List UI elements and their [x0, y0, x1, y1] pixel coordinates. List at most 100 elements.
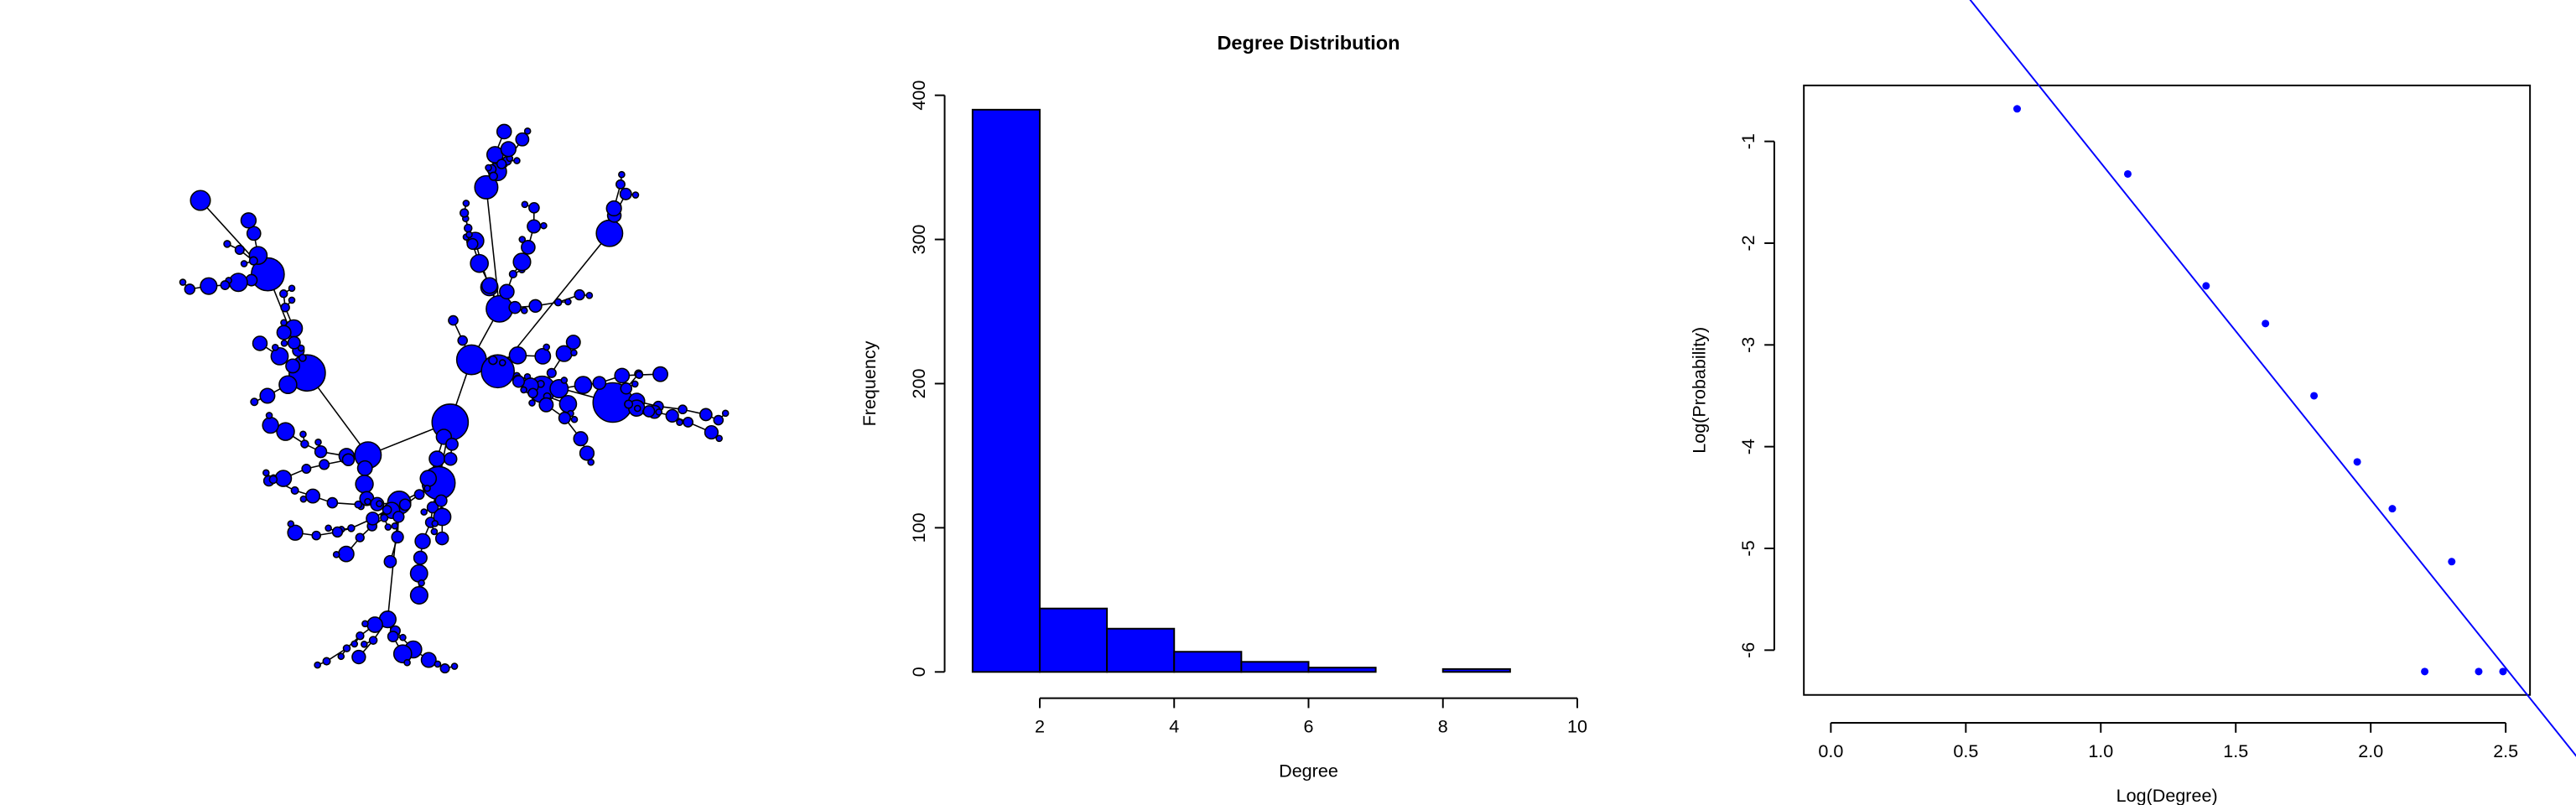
network-node — [399, 633, 407, 641]
histogram-bar — [1307, 667, 1377, 673]
network-node — [265, 412, 273, 419]
network-node — [631, 191, 640, 199]
network-node — [439, 663, 450, 674]
x-tick-label: 2 — [1035, 716, 1045, 737]
network-node — [271, 344, 279, 351]
network-node — [518, 236, 527, 243]
histogram-bar — [1240, 661, 1310, 673]
network-node — [326, 496, 339, 509]
network-node — [534, 347, 552, 365]
x-tick-label: 8 — [1438, 716, 1448, 737]
network-node — [285, 358, 301, 374]
y-tick-label: 0 — [908, 667, 929, 677]
network-node — [299, 495, 308, 503]
network-node — [457, 335, 468, 346]
network-node — [383, 554, 397, 569]
histogram-bar — [1038, 607, 1109, 673]
network-node — [398, 498, 412, 512]
network-node — [618, 170, 626, 179]
network-node — [366, 616, 383, 633]
network-node — [355, 475, 374, 494]
network-node — [704, 424, 719, 440]
network-node — [420, 652, 437, 668]
plot-box — [1803, 84, 2532, 696]
network-node — [392, 511, 405, 523]
network-node — [699, 408, 713, 422]
network-node — [190, 190, 211, 211]
network-node — [434, 531, 449, 546]
network-node — [413, 489, 425, 501]
network-node — [305, 488, 321, 504]
network-node — [376, 500, 383, 507]
network-node — [184, 283, 196, 295]
network-node — [288, 284, 296, 293]
network-node — [466, 237, 479, 251]
network-node — [220, 280, 231, 290]
network-node — [620, 382, 633, 395]
network-node — [512, 252, 532, 272]
network-node — [250, 397, 259, 407]
network-node — [420, 508, 428, 516]
network-node — [240, 212, 257, 229]
network-node — [391, 530, 404, 544]
network-node — [463, 223, 473, 233]
y-tick-label: -4 — [1737, 439, 1758, 454]
data-point — [2353, 458, 2361, 466]
network-node — [434, 494, 448, 507]
network-node — [392, 644, 413, 664]
network-node — [356, 460, 373, 476]
network-node — [633, 404, 641, 413]
network-node — [585, 292, 594, 299]
network-node — [262, 416, 279, 434]
network-node — [498, 359, 506, 366]
histogram-bar — [971, 108, 1041, 673]
network-node — [297, 344, 305, 352]
network-node — [470, 253, 489, 273]
network-node — [560, 377, 569, 384]
x-tick-label: 6 — [1303, 716, 1313, 737]
network-node — [445, 437, 459, 451]
network-node — [433, 507, 452, 527]
histogram-bar — [1106, 627, 1176, 673]
network-node — [570, 349, 578, 357]
network-node — [546, 367, 557, 378]
network-node — [595, 219, 624, 247]
network-node — [558, 394, 578, 413]
network-node — [200, 277, 218, 295]
y-tick-label: -1 — [1737, 133, 1758, 149]
x-tick-label: 4 — [1169, 716, 1179, 737]
network-node — [652, 366, 668, 382]
network-node — [715, 434, 723, 443]
x-tick-label: 0.5 — [1953, 740, 1978, 761]
network-node — [259, 387, 276, 404]
data-point — [2421, 667, 2429, 676]
network-node — [513, 157, 521, 164]
network-node — [540, 221, 548, 230]
network-node — [558, 411, 571, 425]
network-node — [287, 335, 301, 350]
x-tick-label: 2.5 — [2493, 740, 2518, 761]
network-node — [409, 564, 428, 583]
network-node — [527, 219, 542, 234]
network-node — [592, 376, 607, 391]
network-node — [642, 405, 656, 418]
y-tick-label: -5 — [1737, 540, 1758, 556]
network-node — [274, 470, 293, 487]
network-node — [314, 439, 322, 446]
data-point — [2499, 667, 2507, 676]
network-node — [496, 123, 512, 140]
data-point — [2123, 169, 2132, 178]
network-node — [248, 256, 258, 266]
network-node — [428, 450, 445, 468]
data-point — [2262, 319, 2270, 328]
network-node — [462, 200, 470, 207]
network-node — [499, 283, 515, 300]
network-node — [355, 532, 365, 543]
network-node — [423, 484, 431, 492]
network-node — [337, 652, 345, 661]
network-node — [179, 278, 187, 286]
network-node — [573, 431, 589, 447]
network-node — [480, 354, 516, 389]
network-node — [234, 244, 245, 256]
network-node — [228, 273, 248, 293]
